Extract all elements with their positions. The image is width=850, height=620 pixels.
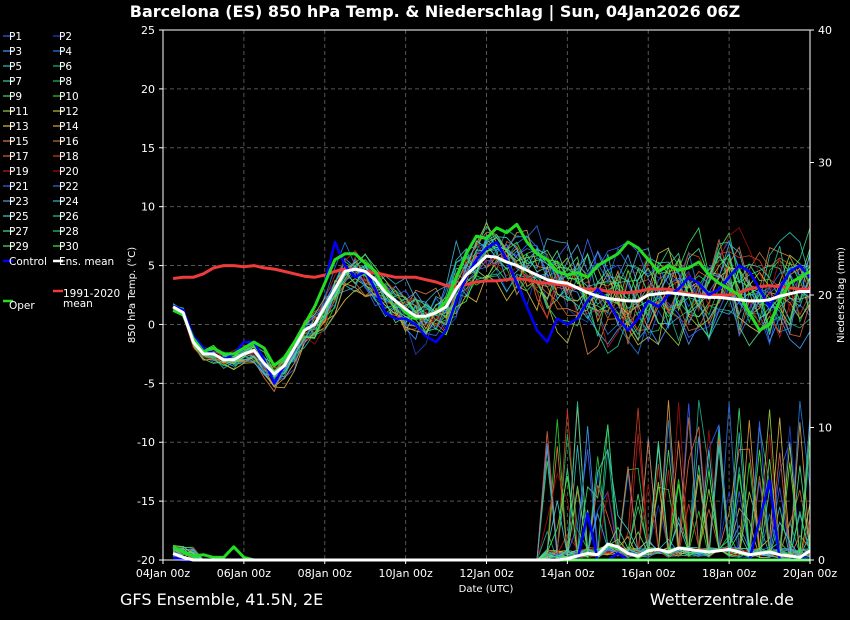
legend-label: P22 <box>59 181 79 193</box>
legend-label: P17 <box>9 151 29 163</box>
legend-label: 1991-2020 <box>63 288 120 300</box>
y2-tick-label: 40 <box>818 24 832 37</box>
x-tick-label: 18Jan 00z <box>702 567 756 580</box>
x-tick-label: 06Jan 00z <box>217 567 271 580</box>
series-temp-line <box>172 264 810 297</box>
footer-model-info: GFS Ensemble, 41.5N, 2E <box>120 590 323 609</box>
x-tick-label: 16Jan 00z <box>621 567 675 580</box>
x-tick-label: 04Jan 00z <box>136 567 190 580</box>
series-temp-line <box>172 222 811 368</box>
y-tick-label: 20 <box>141 83 155 96</box>
y2-tick-label: 10 <box>818 422 832 435</box>
y-tick-label: 15 <box>141 142 155 155</box>
y-tick-label: -10 <box>137 436 155 449</box>
y-tick-label: 5 <box>148 260 155 273</box>
y-tick-label: -5 <box>144 377 155 390</box>
legend-label: P24 <box>59 196 79 208</box>
member-temp-line <box>172 227 811 375</box>
precipitation-lines <box>172 400 811 561</box>
x-tick-label: 08Jan 00z <box>298 567 352 580</box>
x-axis-label: Date (UTC) <box>459 584 514 595</box>
legend-label: P12 <box>59 106 79 118</box>
x-tick-label: 10Jan 00z <box>379 567 433 580</box>
legend-label: P14 <box>59 121 79 133</box>
series-temp-line <box>172 254 810 376</box>
left-y-axis-label: 850 hPa Temp. (°C) <box>127 247 138 343</box>
y2-tick-label: 20 <box>818 289 832 302</box>
legend-label: mean <box>63 298 93 310</box>
legend-label: P21 <box>9 181 29 193</box>
right-y-axis-label: Niederschlag (mm) <box>836 247 847 343</box>
y-tick-label: -20 <box>137 554 155 567</box>
legend-label: P18 <box>59 151 79 163</box>
legend-label: P27 <box>9 226 29 238</box>
member-precip-line <box>172 446 811 561</box>
y2-tick-label: 30 <box>818 157 832 170</box>
legend-label: P15 <box>9 136 29 148</box>
legend-label: P19 <box>9 166 29 178</box>
chart-title: Barcelona (ES) 850 hPa Temp. & Niedersch… <box>130 2 740 22</box>
series-precip-line <box>172 542 811 562</box>
y-tick-label: -15 <box>137 495 155 508</box>
x-ticks: 04Jan 00z 06Jan 00z 08Jan 00z 10Jan 00z 12Ja… <box>136 560 837 580</box>
y-tick-label: 0 <box>148 318 155 331</box>
series-temp-line <box>172 240 811 385</box>
left-y-ticks: 25 20 15 10 5 0 -5 -10 -15 -20 <box>137 24 163 567</box>
legend-label: P28 <box>59 226 79 238</box>
legend-label: P1 <box>9 31 22 43</box>
right-y-ticks: 40 30 20 10 0 <box>810 24 832 567</box>
legend-label: Ens. mean <box>59 256 114 268</box>
legend-label: P8 <box>59 76 72 88</box>
y-tick-label: 10 <box>141 201 155 214</box>
legend-label: P2 <box>59 31 72 43</box>
legend: P1 P2 P3 P4 P5 P6 P7 P8 P9 P10 P11 P12 P13 P14 P15 P16 P… <box>3 31 120 312</box>
legend-label: P5 <box>9 61 22 73</box>
legend-label: P4 <box>59 46 72 58</box>
legend-label: P26 <box>59 211 79 223</box>
legend-label: P9 <box>9 91 22 103</box>
legend-label: P30 <box>59 241 79 253</box>
legend-label: P11 <box>9 106 29 118</box>
x-tick-label: 12Jan 00z <box>459 567 513 580</box>
legend-label: P3 <box>9 46 22 58</box>
legend-label: P6 <box>59 61 72 73</box>
footer-source: Wetterzentrale.de <box>650 590 794 609</box>
legend-label: P20 <box>59 166 79 178</box>
legend-label: Control <box>9 256 47 268</box>
y-tick-label: 25 <box>141 24 155 37</box>
legend-label: P25 <box>9 211 29 223</box>
member-temp-line <box>172 241 811 372</box>
legend-label: P29 <box>9 241 29 253</box>
legend-label: P23 <box>9 196 29 208</box>
legend-label: Oper <box>9 300 35 312</box>
y2-tick-label: 0 <box>818 554 825 567</box>
legend-label: P7 <box>9 76 22 88</box>
legend-label: P13 <box>9 121 29 133</box>
x-tick-label: 14Jan 00z <box>540 567 594 580</box>
x-tick-label: 20Jan 00z <box>783 567 837 580</box>
legend-label: P10 <box>59 91 79 103</box>
legend-label: P16 <box>59 136 79 148</box>
